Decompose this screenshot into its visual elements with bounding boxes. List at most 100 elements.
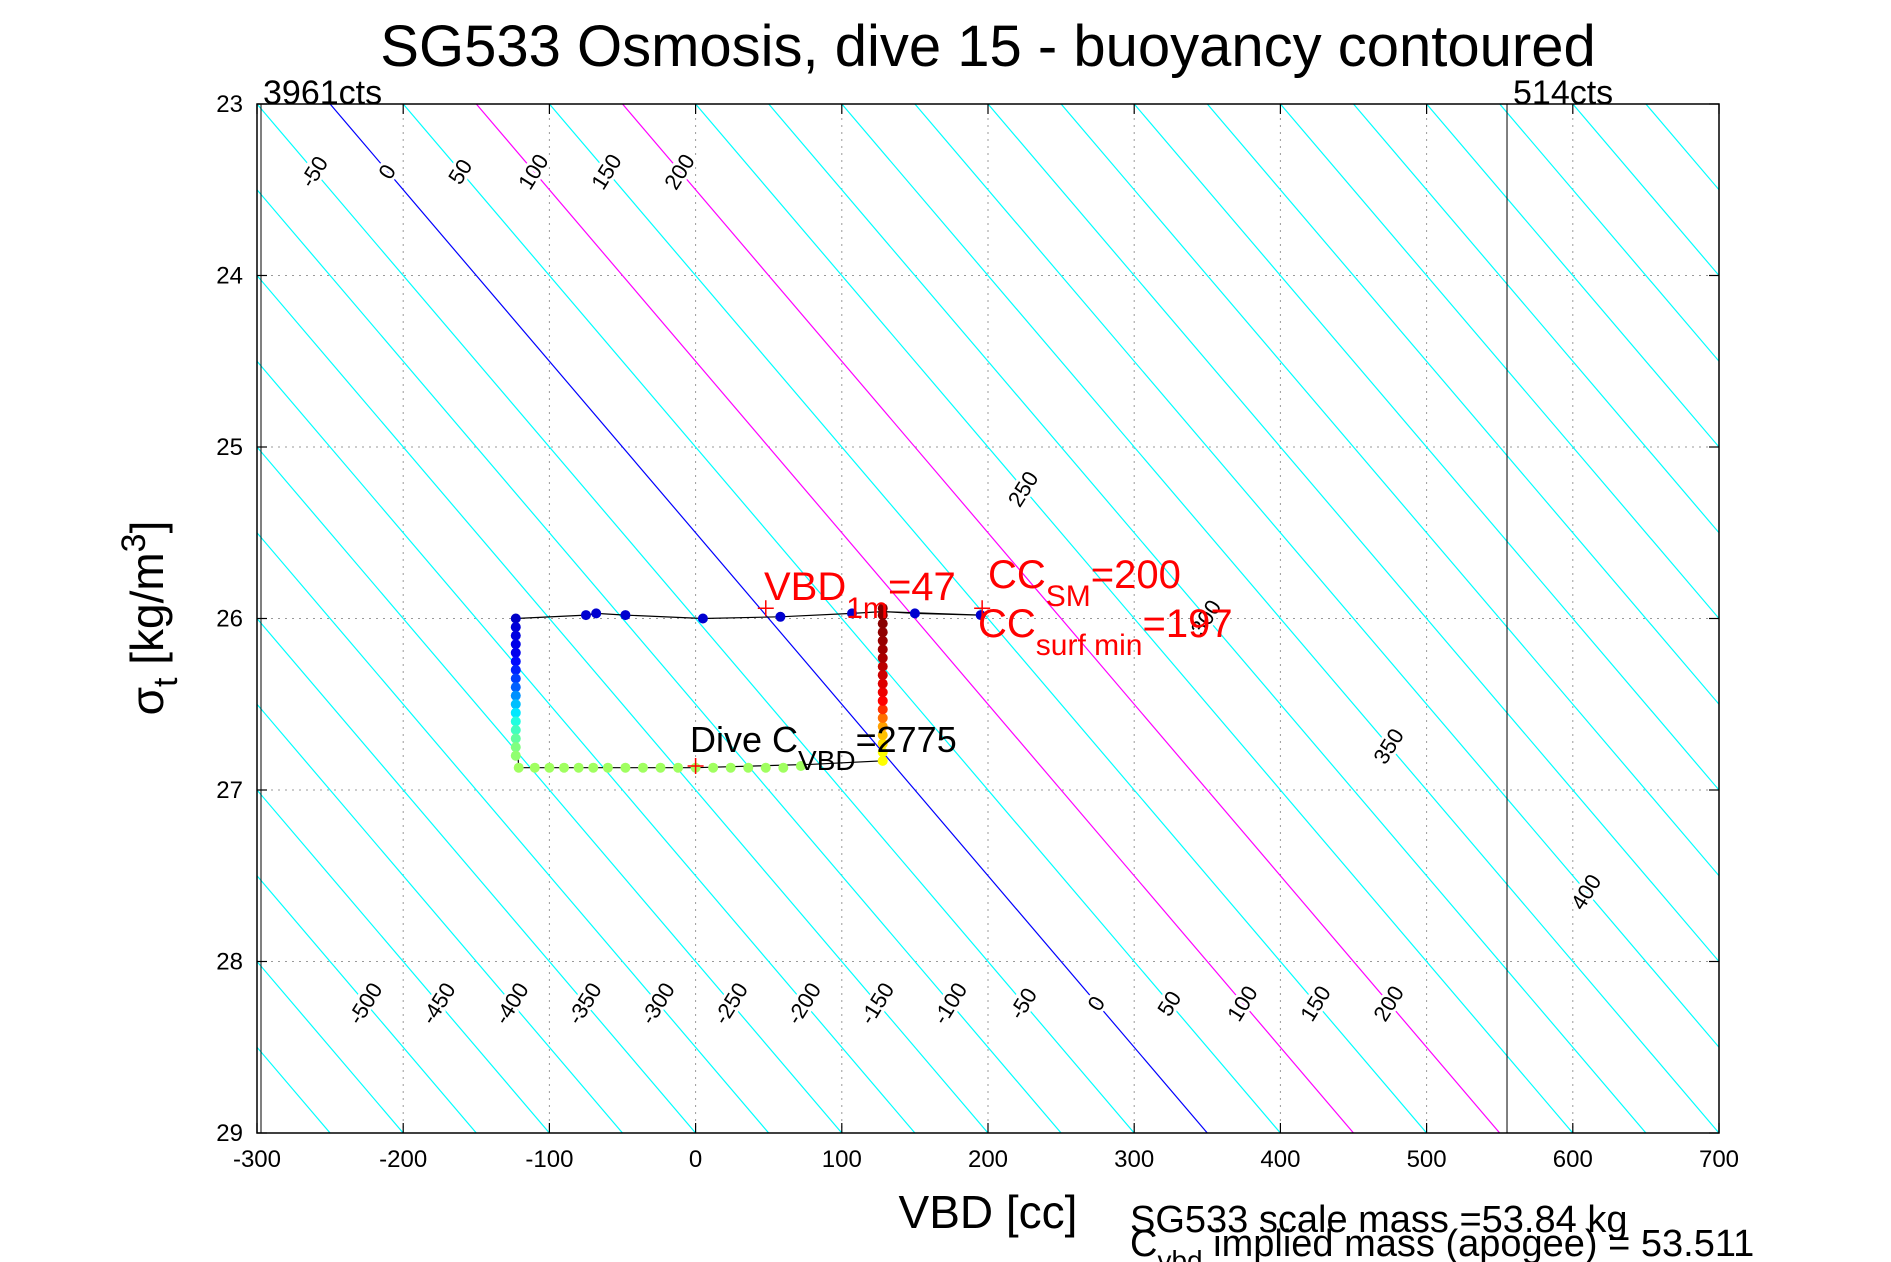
- dive-track-point: [580, 610, 591, 621]
- dive-track-point: [708, 762, 719, 773]
- contour-label: 50: [1152, 986, 1186, 1020]
- contour-line: [257, 360, 916, 1133]
- dive-track-point: [877, 738, 888, 749]
- contour-line: [1718, 104, 1719, 105]
- dive-track-point: [877, 730, 888, 741]
- dive-track-point: [655, 762, 666, 773]
- contour-line: [0, 104, 38, 1133]
- dive-track-point: [510, 724, 521, 735]
- dive-track-point: [510, 630, 521, 641]
- annotation-cc-sm: CCSM=200: [988, 553, 1181, 613]
- footer-scale-mass: SG533 scale mass =53.84 kg: [1130, 1199, 1627, 1241]
- dive-track-point: [725, 762, 736, 773]
- reference-markers: [687, 600, 991, 774]
- x-axis-label: VBD [cc]: [899, 1186, 1078, 1238]
- y-label-sup: 3: [115, 533, 153, 552]
- dive-track-point: [510, 656, 521, 667]
- y-tick-label: 23: [216, 91, 243, 118]
- dive-track-point: [778, 762, 789, 773]
- dive-track-point: [510, 613, 521, 624]
- dive-track-point: [877, 712, 888, 723]
- x-tick-label: -100: [525, 1146, 573, 1173]
- dive-track-point: [877, 678, 888, 689]
- dive-track-point: [510, 647, 521, 658]
- dive-track-point: [877, 670, 888, 681]
- x-tick-label: 400: [1260, 1146, 1300, 1173]
- dive-track-point: [775, 611, 786, 622]
- dive-track-point: [510, 682, 521, 693]
- dive-track-point: [697, 613, 708, 624]
- contour-label: 0: [1082, 992, 1110, 1016]
- dive-track-point: [620, 610, 631, 621]
- dive-track-point: [637, 762, 648, 773]
- dive-track-point: [510, 742, 521, 753]
- x-tick-label: 0: [689, 1146, 702, 1173]
- dive-track-point: [510, 716, 521, 727]
- contour-line: [402, 104, 1281, 1133]
- dive-track-point: [877, 755, 888, 766]
- buoyancy-contours: [0, 104, 1719, 1133]
- dive-track-point: [510, 707, 521, 718]
- plus-marker: [757, 600, 774, 617]
- dive-track-point: [544, 762, 555, 773]
- dive-track-point: [877, 618, 888, 629]
- contour-line: [257, 531, 770, 1133]
- dive-track-point: [602, 762, 613, 773]
- dive-track-point: [510, 750, 521, 761]
- dive-cvbd-sub: VBD: [798, 745, 856, 776]
- dive-track: [510, 603, 986, 773]
- x-tick-label: 700: [1699, 1146, 1739, 1173]
- dive-track-point: [510, 673, 521, 684]
- footer-implied-mass: Cvbd implied mass (apogee) = 53.511: [1130, 1223, 1754, 1262]
- dive-track-point: [588, 762, 599, 773]
- x-tick-label: 500: [1407, 1146, 1447, 1173]
- contour-line: [257, 446, 843, 1133]
- vbd-1m-main: VBD: [764, 565, 846, 609]
- y-label-unit: [kg/m: [121, 552, 173, 677]
- contour-line: [1060, 104, 1719, 877]
- dive-track-point: [877, 747, 888, 758]
- vbd-1m-sub: 1m: [846, 592, 888, 625]
- y-label-sub: t: [147, 677, 185, 687]
- dive-cvbd-main: Dive C: [690, 719, 798, 760]
- dive-track-point: [909, 608, 920, 619]
- cc-sm-main: CC: [988, 553, 1046, 597]
- grid-lines: [257, 104, 1719, 1133]
- dive-track-point: [847, 608, 858, 619]
- dive-track-point: [877, 687, 888, 698]
- dive-track-point: [620, 762, 631, 773]
- y-tick-label: 27: [216, 777, 243, 804]
- corner-label-left: 3961cts: [263, 74, 382, 112]
- annotation-dive-cvbd: Dive CVBD=2775: [690, 719, 957, 776]
- dive-track-point: [877, 695, 888, 706]
- dive-track-point: [877, 627, 888, 638]
- y-axis-label: σt [kg/m3]: [115, 521, 185, 716]
- cc-surf-min-sub: surf min: [1036, 629, 1143, 662]
- y-tick-label: 29: [216, 1120, 243, 1147]
- contour-label: 50: [443, 155, 477, 189]
- dive-track-point: [877, 704, 888, 715]
- cc-sm-sub: SM: [1046, 580, 1091, 613]
- dive-track-point: [529, 762, 540, 773]
- dive-track-point: [743, 762, 754, 773]
- y-label-sigma: σ: [121, 687, 173, 715]
- dive-track-point: [877, 721, 888, 732]
- axis-ticks: -300 -200 -100 0 100 200 300 400 500 600 700232425…: [216, 91, 1739, 1173]
- implied-mass-value: implied mass (apogee) = 53.511: [1203, 1223, 1755, 1262]
- dive-track-point: [673, 762, 684, 773]
- contour-line: [329, 104, 1208, 1133]
- contour-line: [1206, 104, 1719, 706]
- contour-line: [1426, 104, 1719, 448]
- dive-track-point: [975, 610, 986, 621]
- contour-line: [695, 104, 1574, 1133]
- dive-track-point: [510, 664, 521, 675]
- cc-sm-value: =200: [1091, 553, 1181, 597]
- dive-track-point: [573, 762, 584, 773]
- dive-track-point: [877, 661, 888, 672]
- chart-title: SG533 Osmosis, dive 15 - buoyancy contou…: [380, 14, 1595, 79]
- plus-marker: [687, 757, 704, 774]
- contour-line: [1499, 104, 1719, 363]
- cc-surf-min-main: CC: [978, 602, 1036, 646]
- contour-line: [257, 703, 623, 1133]
